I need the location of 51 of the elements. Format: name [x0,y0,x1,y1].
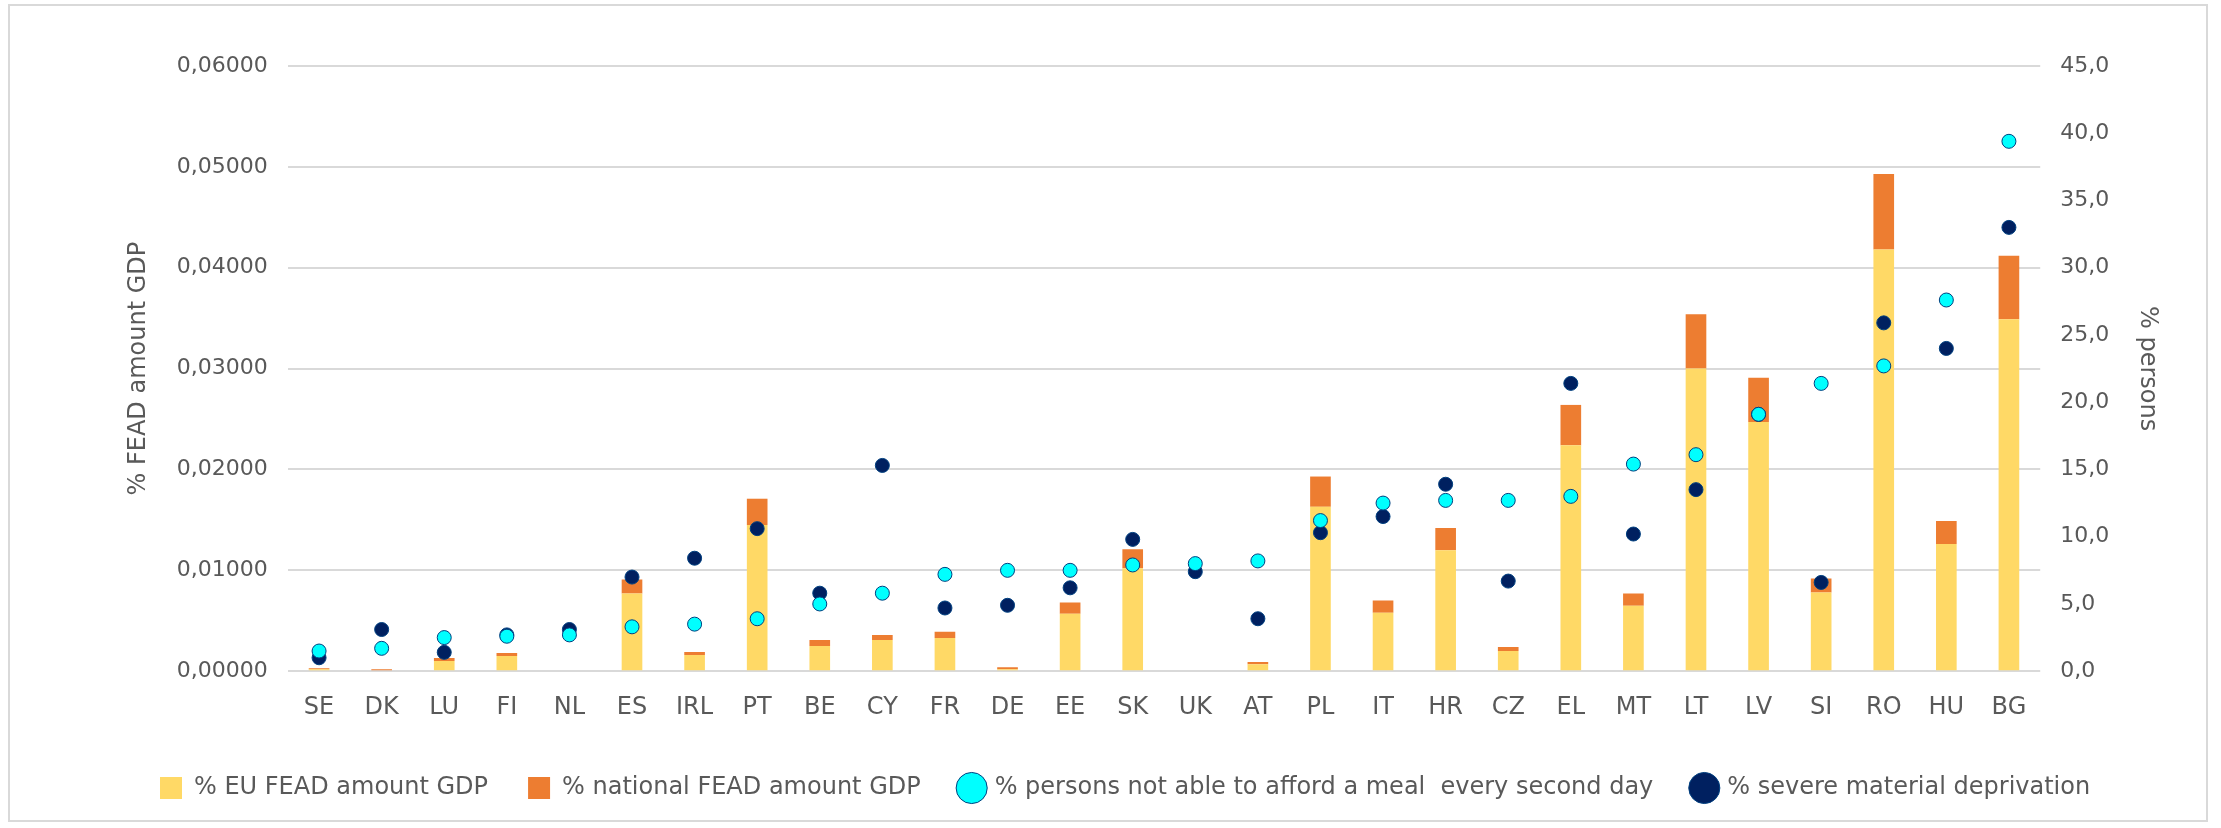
y2-tick-label: 0,0 [2060,656,2096,682]
y2-tick-label: 20,0 [2060,387,2110,413]
legend-label: % national FEAD amount GDP [562,772,921,801]
x-tick-label: IRL [676,691,714,720]
y-tick-label: 0,01000 [176,556,268,582]
y2-tick-label: 5,0 [2060,589,2096,615]
y-tick-label: 0,02000 [176,455,268,481]
x-tick-label: NL [553,691,586,720]
x-tick-label: SK [1117,691,1150,720]
x-tick-label: FI [496,691,518,720]
x-tick-label: EE [1054,691,1086,720]
x-tick-label: LV [1745,691,1773,720]
y-tick-label: 0,05000 [176,152,268,178]
y2-tick-label: 25,0 [2060,320,2110,346]
x-tick-label: BG [1991,691,2027,720]
x-tick-label: CZ [1491,691,1525,720]
y2-axis-title: % persons [2135,306,2164,432]
y-tick-label: 0,03000 [176,354,268,380]
y2-tick-label: 45,0 [2060,51,2110,77]
x-tick-label: DE [990,691,1025,720]
legend-label: % EU FEAD amount GDP [194,772,489,801]
x-tick-label: PT [742,691,773,720]
y-axis-title: % FEAD amount GDP [122,241,151,496]
x-tick-label: AT [1243,691,1273,720]
x-tick-label: UK [1178,691,1214,720]
legend-label: % severe material deprivation [1727,772,2091,801]
x-tick-label: HR [1428,691,1463,720]
x-tick-label: MT [1615,691,1652,720]
x-tick-label: SE [303,691,335,720]
x-tick-label: HU [1928,691,1965,720]
x-tick-label: DK [364,691,401,720]
y-tick-label: 0,00000 [176,656,268,682]
y2-tick-label: 40,0 [2060,118,2110,144]
x-tick-label: SI [1810,691,1833,720]
y-tick-label: 0,06000 [176,51,268,77]
y-tick-label: 0,04000 [176,253,268,279]
y2-tick-label: 15,0 [2060,455,2110,481]
x-tick-label: FR [929,691,961,720]
y2-tick-label: 10,0 [2060,522,2110,548]
x-tick-label: EL [1556,691,1586,720]
x-tick-label: LU [429,691,460,720]
x-tick-label: IT [1372,691,1395,720]
x-tick-label: LT [1683,691,1709,720]
x-tick-label: CY [866,691,899,720]
x-tick-label: PL [1306,691,1336,720]
x-tick-label: ES [616,691,648,720]
y2-tick-label: 30,0 [2060,253,2110,279]
x-tick-label: BE [803,691,836,720]
y2-tick-label: 35,0 [2060,186,2110,212]
legend-label: % persons not able to afford a meal every second day [994,772,1654,801]
x-tick-label: RO [1865,691,1902,720]
